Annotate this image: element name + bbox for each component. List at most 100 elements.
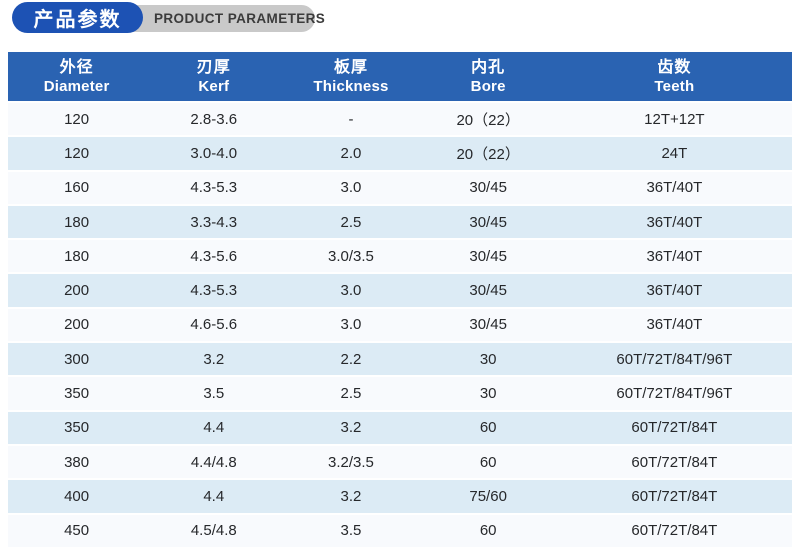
table-cell: 2.5	[282, 205, 420, 241]
table-cell: 36T/40T	[556, 171, 792, 206]
table-cell: 2.0	[282, 137, 420, 172]
table-row: 200 4.3-5.3 3.0 30/45 36T/40T	[8, 274, 792, 309]
table-cell: 3.5	[282, 514, 420, 549]
table-cell: 12T+12T	[556, 103, 792, 138]
table-cell: 30	[419, 343, 557, 378]
table-cell: 30	[419, 377, 557, 412]
table-cell: 3.2	[282, 480, 420, 515]
table-cell: 3.0/3.5	[282, 240, 420, 275]
section-title-en: PRODUCT PARAMETERS	[154, 11, 326, 26]
table-cell: 30/45	[419, 171, 557, 206]
table-header-row: 外径 Diameter 刃厚 Kerf 板厚 Thickness 内孔 Bore 齿数 Teeth	[8, 52, 792, 103]
table-row: 450 4.5/4.8 3.5 60 60T/72T/84T	[8, 514, 792, 549]
table-cell: 300	[8, 343, 146, 378]
table-cell: 60T/72T/84T/96T	[556, 343, 792, 378]
table-cell: 30/45	[419, 205, 557, 241]
table-cell: 30/45	[419, 240, 557, 275]
table-cell: 4.6-5.6	[145, 308, 283, 344]
column-header-cn: 齿数	[657, 58, 692, 76]
table-row: 160 4.3-5.3 3.0 30/45 36T/40T	[8, 171, 792, 206]
column-header-thickness: 板厚 Thickness	[282, 52, 420, 103]
table-cell: 160	[8, 171, 146, 206]
table-row: 120 3.0-4.0 2.0 20（22） 24T	[8, 137, 792, 172]
table-cell: 3.0	[282, 308, 420, 344]
table-row: 350 4.4 3.2 60 60T/72T/84T	[8, 411, 792, 446]
table-row: 200 4.6-5.6 3.0 30/45 36T/40T	[8, 308, 792, 344]
table-cell: 36T/40T	[556, 274, 792, 309]
table-row: 180 3.3-4.3 2.5 30/45 36T/40T	[8, 205, 792, 241]
table-cell: 4.3-5.3	[145, 171, 283, 206]
table-head: 外径 Diameter 刃厚 Kerf 板厚 Thickness 内孔 Bore 齿数 Teeth	[8, 52, 792, 103]
table-cell: 24T	[556, 137, 792, 172]
table-cell: 180	[8, 205, 146, 241]
table-cell: 3.2	[282, 411, 420, 446]
table-cell: -	[282, 103, 420, 138]
table-cell: 2.5	[282, 377, 420, 412]
table-cell: 60T/72T/84T	[556, 411, 792, 446]
table-cell: 200	[8, 308, 146, 344]
table-cell: 60	[419, 411, 557, 446]
table-cell: 4.3-5.3	[145, 274, 283, 309]
column-header-en: Bore	[470, 77, 506, 95]
table-cell: 3.0	[282, 274, 420, 309]
column-header-cn: 外径	[59, 58, 94, 76]
table-cell: 200	[8, 274, 146, 309]
column-header-cn: 刃厚	[196, 58, 231, 76]
column-header-kerf: 刃厚 Kerf	[145, 52, 283, 103]
table-body: 120 2.8-3.6-20（22） 12T+12T 120 3.0-4.0 2.0 20（…	[8, 103, 792, 549]
table-cell: 75/60	[419, 480, 557, 515]
table-cell: 4.5/4.8	[145, 514, 283, 549]
table-cell: 60	[419, 514, 557, 549]
table-cell: 3.5	[145, 377, 283, 412]
table-row: 350 3.5 2.5 30 60T/72T/84T/96T	[8, 377, 792, 412]
table-cell: 450	[8, 514, 146, 549]
section-title-cn-pill: 产品参数	[12, 2, 143, 33]
table-row: 380 4.4/4.8 3.2/3.5 60 60T/72T/84T	[8, 445, 792, 481]
table-cell: 30/45	[419, 274, 557, 309]
table-cell: 3.0-4.0	[145, 137, 283, 172]
table-cell: 350	[8, 411, 146, 446]
column-header-en: Kerf	[198, 77, 230, 95]
table-cell: 30/45	[419, 308, 557, 344]
table-cell: 3.2/3.5	[282, 445, 420, 481]
column-header-en: Thickness	[313, 77, 389, 95]
table-cell: 120	[8, 103, 146, 138]
parameters-table: 外径 Diameter 刃厚 Kerf 板厚 Thickness 内孔 Bore 齿数 Teeth…	[8, 52, 792, 549]
table-cell: 2.8-3.6	[145, 103, 283, 138]
column-header-cn: 内孔	[471, 58, 506, 76]
table-cell: 20（22）	[419, 103, 557, 138]
table-cell: 3.0	[282, 171, 420, 206]
column-header-teeth: 齿数 Teeth	[556, 52, 792, 103]
column-header-bore: 内孔 Bore	[419, 52, 557, 103]
table-row: 180 4.3-5.6 3.0/3.5 30/45 36T/40T	[8, 240, 792, 275]
table-cell: 3.3-4.3	[145, 205, 283, 241]
column-header-en: Diameter	[43, 77, 110, 95]
table-cell: 4.4	[145, 480, 283, 515]
table-cell: 380	[8, 445, 146, 481]
table-cell: 60T/72T/84T	[556, 480, 792, 515]
section-title-cn: 产品参数	[33, 9, 122, 31]
table-row: 120 2.8-3.6-20（22） 12T+12T	[8, 103, 792, 138]
table-row: 400 4.4 3.2 75/60 60T/72T/84T	[8, 480, 792, 515]
table-cell: 4.3-5.6	[145, 240, 283, 275]
table-cell: 60T/72T/84T	[556, 445, 792, 481]
column-header-diameter: 外径 Diameter	[8, 52, 146, 103]
column-header-en: Teeth	[654, 77, 695, 95]
table-cell: 350	[8, 377, 146, 412]
table-cell: 36T/40T	[556, 308, 792, 344]
table-cell: 120	[8, 137, 146, 172]
section-title-area: PRODUCT PARAMETERS 产品参数	[0, 0, 800, 46]
table-row: 300 3.2 2.2 30 60T/72T/84T/96T	[8, 343, 792, 378]
table-cell: 20（22）	[419, 137, 557, 172]
table-cell: 60T/72T/84T/96T	[556, 377, 792, 412]
column-header-cn: 板厚	[333, 58, 368, 76]
table-cell: 60	[419, 445, 557, 481]
table-cell: 3.2	[145, 343, 283, 378]
table-cell: 400	[8, 480, 146, 515]
table-cell: 2.2	[282, 343, 420, 378]
table-cell: 4.4/4.8	[145, 445, 283, 481]
table-cell: 180	[8, 240, 146, 275]
table-cell: 4.4	[145, 411, 283, 446]
table-cell: 36T/40T	[556, 240, 792, 275]
